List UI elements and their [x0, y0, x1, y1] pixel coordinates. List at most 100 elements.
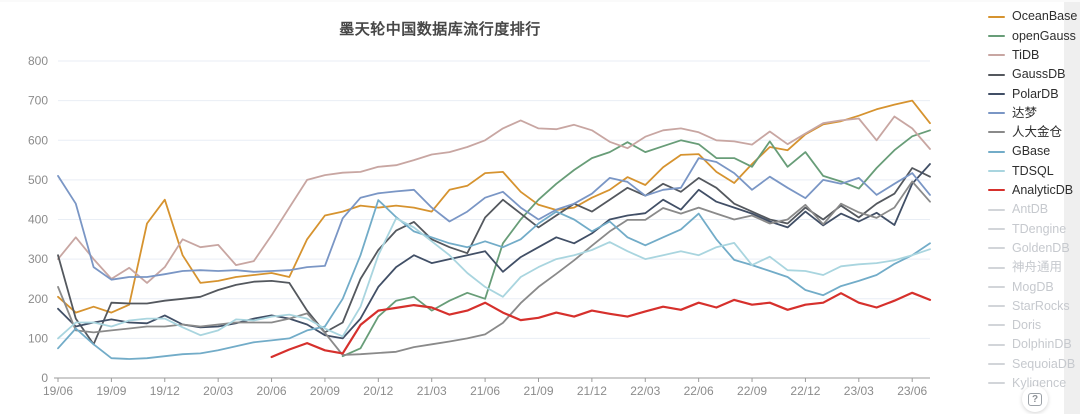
legend-item-label: 达梦	[1012, 105, 1038, 120]
legend-item-MogDB[interactable]: MogDB	[988, 277, 1080, 296]
legend-item-TDSQL[interactable]: TDSQL	[988, 161, 1080, 180]
y-axis-label: 800	[28, 54, 48, 68]
legend-swatch	[988, 92, 1005, 95]
legend-item-GaussDB[interactable]: GaussDB	[988, 65, 1080, 84]
legend-swatch	[988, 247, 1005, 250]
legend-item-DolphinDB[interactable]: DolphinDB	[988, 335, 1080, 354]
legend-item-AntDB[interactable]: AntDB	[988, 200, 1080, 219]
legend-swatch	[988, 208, 1005, 211]
legend-item-label: SequoiaDB	[1012, 356, 1076, 371]
y-axis-label: 500	[28, 173, 48, 187]
series-line-AnalyticDB	[270, 291, 932, 359]
y-axis-label: 100	[28, 331, 48, 345]
legend-swatch	[988, 382, 1005, 385]
legend-item-label: 人大金仓	[1012, 125, 1063, 140]
legend-item-label: DolphinDB	[1012, 337, 1072, 352]
question-mark-icon: ?	[1027, 392, 1043, 406]
legend-item-达梦[interactable]: 达梦	[988, 103, 1080, 122]
legend-item-人大金仓[interactable]: 人大金仓	[988, 123, 1080, 142]
legend-item-label: Doris	[1012, 318, 1042, 333]
legend-swatch	[988, 343, 1005, 346]
x-axis-label: 21/09	[523, 384, 553, 398]
legend-item-Doris[interactable]: Doris	[988, 316, 1080, 335]
legend-item-openGauss[interactable]: openGauss	[988, 26, 1080, 45]
legend-item-label: PolarDB	[1012, 86, 1059, 101]
series-line-人大金仓	[57, 180, 931, 356]
x-axis-label: 20/03	[203, 384, 233, 398]
legend-item-label: TiDB	[1012, 47, 1040, 62]
x-axis-label: 23/03	[844, 384, 874, 398]
legend-item-Kyligence[interactable]: Kyligence	[988, 374, 1080, 393]
legend-item-GBase[interactable]: GBase	[988, 142, 1080, 161]
x-axis-label: 20/12	[363, 384, 393, 398]
legend-item-TiDB[interactable]: TiDB	[988, 46, 1080, 65]
x-axis-label: 19/09	[96, 384, 126, 398]
series-line-GBase	[57, 199, 931, 360]
legend-item-label: GaussDB	[1012, 67, 1066, 82]
legend-swatch	[988, 54, 1005, 57]
x-axis-label: 20/09	[310, 384, 340, 398]
series-line-TiDB	[57, 115, 931, 284]
legend: OceanBase openGauss TiDB GaussDB PolarDB…	[988, 7, 1080, 393]
x-axis-label: 21/12	[577, 384, 607, 398]
chart-plot-area[interactable]: 0 100 200 300 400 500 600 700 800 19/06 19/09 19/12…	[0, 0, 960, 414]
legend-item-SequoiaDB[interactable]: SequoiaDB	[988, 354, 1080, 373]
x-axis-label: 22/06	[684, 384, 714, 398]
y-axis-label: 600	[28, 133, 48, 147]
x-axis-label: 21/06	[470, 384, 500, 398]
x-axis-label: 19/06	[43, 384, 73, 398]
legend-item-label: GoldenDB	[1012, 240, 1070, 255]
x-axis-label: 22/12	[790, 384, 820, 398]
legend-swatch	[988, 112, 1005, 115]
legend-item-GoldenDB[interactable]: GoldenDB	[988, 239, 1080, 258]
chart-title: 墨天轮中国数据库流行度排行	[339, 21, 541, 38]
legend-item-label: AnalyticDB	[1012, 183, 1074, 198]
legend-item-label: MogDB	[1012, 279, 1054, 294]
legend-item-神舟通用[interactable]: 神舟通用	[988, 258, 1080, 277]
x-axis-label: 19/12	[150, 384, 180, 398]
legend-swatch	[988, 170, 1005, 173]
legend-swatch	[988, 34, 1005, 37]
x-axis-label: 23/06	[897, 384, 927, 398]
legend-item-TDengine[interactable]: TDengine	[988, 219, 1080, 238]
page-right-gutter	[1064, 0, 1080, 414]
y-axis-label: 700	[28, 94, 48, 108]
legend-item-AnalyticDB[interactable]: AnalyticDB	[988, 181, 1080, 200]
y-axis-label: 400	[28, 213, 48, 227]
y-axis-label: 0	[41, 371, 48, 385]
legend-item-label: GBase	[1012, 144, 1051, 159]
legend-swatch	[988, 15, 1005, 18]
legend-item-PolarDB[interactable]: PolarDB	[988, 84, 1080, 103]
legend-swatch	[988, 305, 1005, 308]
legend-item-label: openGauss	[1012, 28, 1076, 43]
legend-swatch	[988, 285, 1005, 288]
legend-swatch	[988, 150, 1005, 153]
legend-swatch	[988, 227, 1005, 230]
series-line-达梦	[57, 157, 931, 281]
legend-swatch	[988, 266, 1005, 269]
x-axis-label: 21/03	[417, 384, 447, 398]
legend-item-label: 神舟通用	[1012, 260, 1063, 275]
legend-swatch	[988, 73, 1005, 76]
legend-item-label: OceanBase	[1012, 9, 1078, 24]
legend-item-label: AntDB	[1012, 202, 1049, 217]
x-axis-label: 22/09	[737, 384, 767, 398]
y-axis-label: 300	[28, 252, 48, 266]
series-line-OceanBase	[57, 99, 931, 314]
legend-item-OceanBase[interactable]: OceanBase	[988, 7, 1080, 26]
help-button[interactable]: ?	[1022, 386, 1048, 412]
legend-item-label: Kyligence	[1012, 376, 1067, 391]
page-top-edge	[0, 0, 1080, 2]
series-line-TDSQL	[57, 217, 931, 340]
legend-item-StarRocks[interactable]: StarRocks	[988, 296, 1080, 315]
series-line-PolarDB	[57, 163, 931, 340]
legend-item-label: StarRocks	[1012, 298, 1070, 313]
legend-swatch	[988, 131, 1005, 134]
x-axis-label: 22/03	[630, 384, 660, 398]
legend-item-label: TDSQL	[1012, 163, 1054, 178]
legend-swatch	[988, 324, 1005, 327]
y-axis-label: 200	[28, 292, 48, 306]
series-line-openGauss	[341, 129, 931, 358]
series-line-GaussDB	[57, 167, 931, 346]
legend-swatch	[988, 189, 1005, 192]
